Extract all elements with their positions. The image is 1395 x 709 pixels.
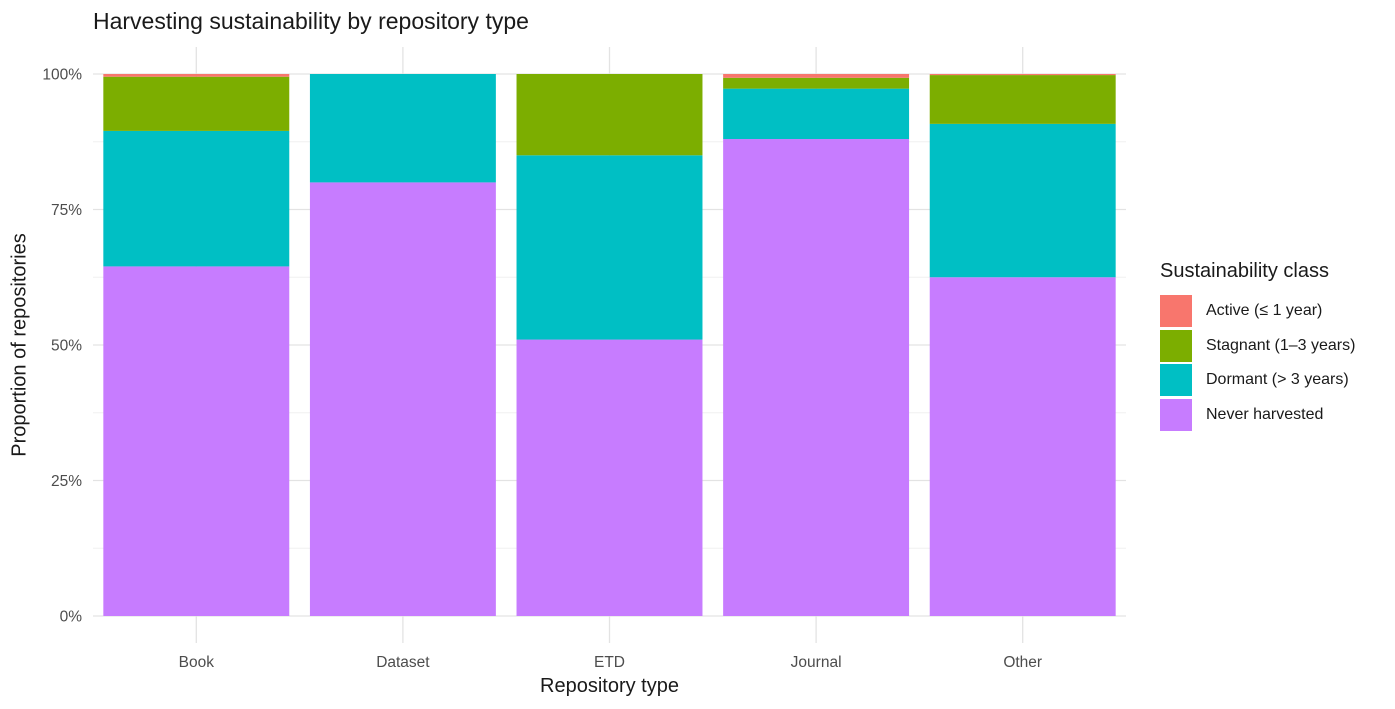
legend-item-active: Active (≤ 1 year): [1160, 294, 1355, 329]
y-tick-label: 25%: [51, 473, 82, 490]
bar-segment-etd: [516, 339, 703, 616]
y-tick-label: 75%: [51, 202, 82, 219]
legend-key-never: [1160, 398, 1192, 431]
x-tick-label: Journal: [791, 654, 842, 671]
bar-segment-book: [103, 130, 290, 267]
bar-segment-other: [929, 123, 1116, 278]
bar-segment-journal: [723, 77, 910, 89]
y-tick-label: 0%: [60, 609, 83, 626]
y-tick-label: 50%: [51, 338, 82, 355]
bar-segment-book: [103, 266, 290, 616]
legend-label-stagnant: Stagnant (1–3 years): [1206, 336, 1356, 354]
legend-key-stagnant: [1160, 329, 1192, 362]
bar-segment-journal: [723, 139, 910, 617]
bar-segment-other: [929, 74, 1116, 76]
x-axis-title: Repository type: [540, 675, 679, 697]
x-tick-label: Other: [1003, 654, 1042, 671]
bar-segment-etd: [516, 155, 703, 340]
legend-label-active: Active (≤ 1 year): [1206, 302, 1323, 320]
bar-segment-dataset: [309, 182, 496, 616]
x-tick-label: Dataset: [376, 654, 430, 671]
bar-segment-dataset: [309, 74, 496, 183]
bar-segment-other: [929, 277, 1116, 616]
bar-segment-book: [103, 74, 290, 77]
legend-label-dormant: Dormant (> 3 years): [1206, 371, 1349, 389]
legend-label-never: Never harvested: [1206, 405, 1324, 423]
bar-segment-other: [929, 75, 1116, 124]
y-tick-label: 100%: [42, 67, 82, 84]
legend-item-never: Never harvested: [1160, 398, 1355, 433]
legend-key-dormant: [1160, 364, 1192, 397]
legend-item-dormant: Dormant (> 3 years): [1160, 363, 1355, 398]
legend-title: Sustainability class: [1160, 260, 1329, 282]
bar-segment-journal: [723, 74, 910, 78]
x-tick-label: ETD: [594, 654, 625, 671]
bar-segment-journal: [723, 88, 910, 140]
bar-segment-etd: [516, 74, 703, 156]
x-tick-label: Book: [179, 654, 215, 671]
legend: Sustainability class Active (≤ 1 year) S…: [1160, 260, 1355, 432]
y-axis-title: Proportion of repositories: [8, 233, 31, 457]
bar-segment-book: [103, 76, 290, 131]
legend-item-stagnant: Stagnant (1–3 years): [1160, 329, 1355, 364]
legend-key-active: [1160, 295, 1192, 328]
chart-title: Harvesting sustainability by repository …: [93, 8, 529, 34]
